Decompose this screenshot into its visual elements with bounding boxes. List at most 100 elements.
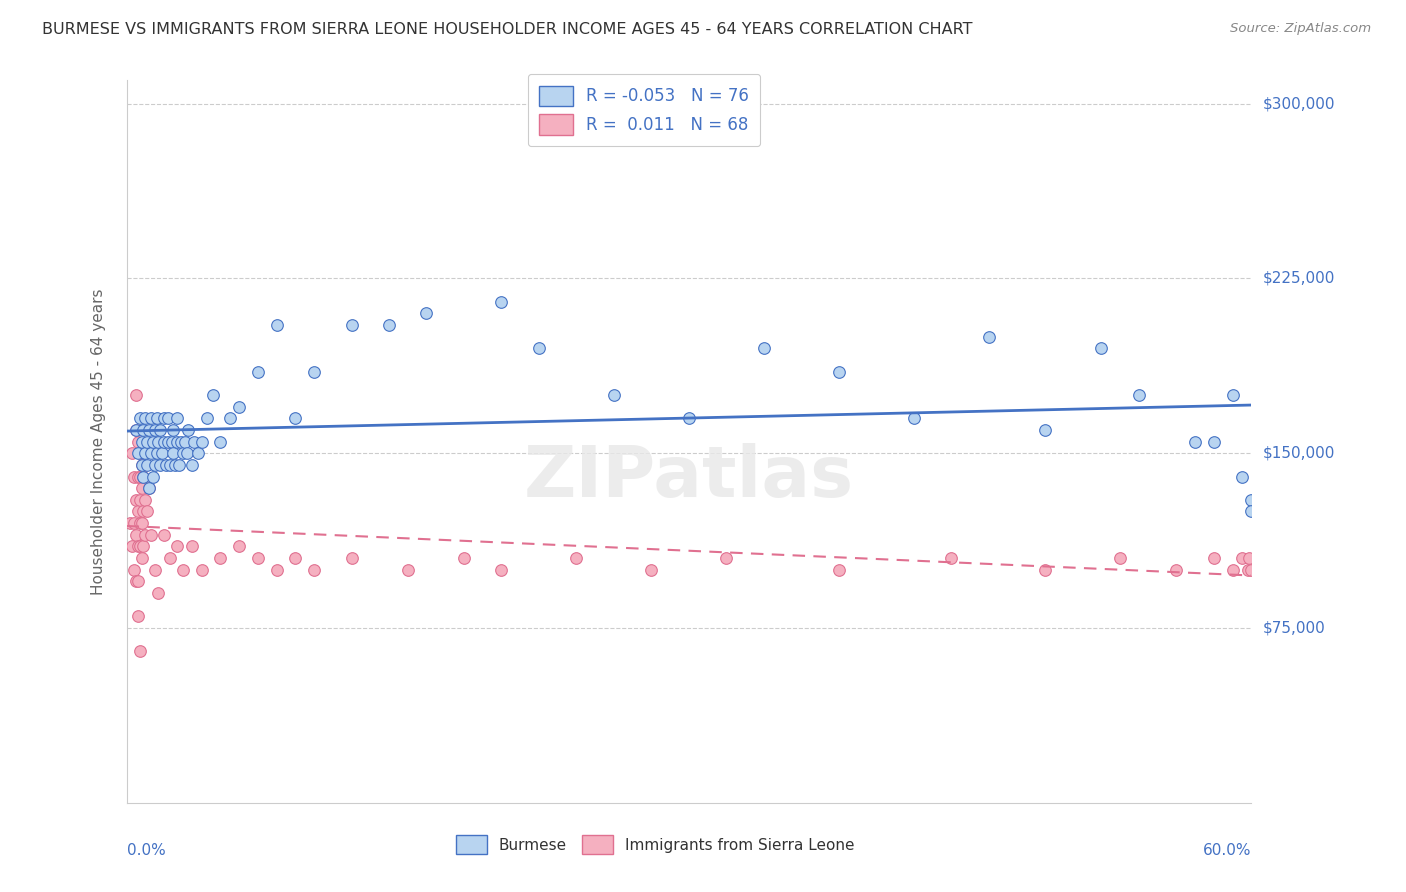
Point bbox=[246, 551, 269, 566]
Point bbox=[678, 411, 700, 425]
Point bbox=[139, 411, 162, 425]
Point bbox=[1128, 388, 1150, 402]
Point bbox=[136, 458, 159, 472]
Point bbox=[565, 551, 588, 566]
Point bbox=[134, 492, 156, 507]
Point bbox=[1202, 551, 1225, 566]
Point bbox=[1202, 434, 1225, 449]
Point bbox=[155, 458, 177, 472]
Point bbox=[187, 446, 209, 460]
Point bbox=[1109, 551, 1132, 566]
Point bbox=[139, 446, 162, 460]
Point bbox=[166, 434, 188, 449]
Point bbox=[159, 551, 181, 566]
Point bbox=[125, 388, 148, 402]
Point bbox=[125, 492, 148, 507]
Point bbox=[1184, 434, 1206, 449]
Point bbox=[122, 563, 145, 577]
Point bbox=[127, 446, 149, 460]
Point bbox=[136, 434, 159, 449]
Point bbox=[183, 434, 205, 449]
Point bbox=[160, 434, 183, 449]
Point bbox=[136, 504, 159, 518]
Point bbox=[122, 516, 145, 530]
Point bbox=[162, 423, 184, 437]
Point bbox=[1090, 341, 1112, 355]
Point bbox=[120, 516, 142, 530]
Point bbox=[143, 423, 166, 437]
Point bbox=[266, 318, 288, 332]
Point bbox=[173, 434, 195, 449]
Point bbox=[150, 446, 173, 460]
Point bbox=[127, 574, 149, 589]
Point bbox=[828, 365, 851, 379]
Point bbox=[142, 434, 165, 449]
Point bbox=[1240, 563, 1263, 577]
Point bbox=[132, 469, 155, 483]
Y-axis label: Householder Income Ages 45 - 64 years: Householder Income Ages 45 - 64 years bbox=[91, 288, 105, 595]
Point bbox=[128, 446, 150, 460]
Point bbox=[128, 516, 150, 530]
Point bbox=[153, 434, 176, 449]
Point bbox=[128, 644, 150, 658]
Point bbox=[752, 341, 775, 355]
Point bbox=[153, 528, 176, 542]
Point bbox=[131, 551, 153, 566]
Text: Source: ZipAtlas.com: Source: ZipAtlas.com bbox=[1230, 22, 1371, 36]
Point bbox=[127, 504, 149, 518]
Point bbox=[527, 341, 550, 355]
Legend: Burmese, Immigrants from Sierra Leone: Burmese, Immigrants from Sierra Leone bbox=[450, 830, 860, 860]
Point bbox=[1230, 551, 1253, 566]
Point bbox=[131, 458, 153, 472]
Point bbox=[138, 481, 160, 495]
Point bbox=[1033, 563, 1056, 577]
Point bbox=[145, 446, 167, 460]
Point bbox=[122, 469, 145, 483]
Point bbox=[138, 423, 160, 437]
Point bbox=[131, 434, 153, 449]
Point bbox=[134, 411, 156, 425]
Point bbox=[128, 411, 150, 425]
Point bbox=[1236, 563, 1258, 577]
Point bbox=[127, 609, 149, 624]
Point bbox=[172, 446, 194, 460]
Point bbox=[128, 540, 150, 554]
Point bbox=[1222, 563, 1244, 577]
Text: $300,000: $300,000 bbox=[1263, 96, 1334, 112]
Point bbox=[716, 551, 738, 566]
Point bbox=[1240, 504, 1263, 518]
Point bbox=[125, 574, 148, 589]
Point bbox=[149, 423, 172, 437]
Point bbox=[134, 446, 156, 460]
Point bbox=[491, 294, 513, 309]
Text: 60.0%: 60.0% bbox=[1204, 843, 1251, 857]
Point bbox=[148, 434, 170, 449]
Point bbox=[177, 423, 200, 437]
Point bbox=[131, 516, 153, 530]
Point bbox=[159, 458, 181, 472]
Point bbox=[284, 411, 307, 425]
Point bbox=[145, 411, 167, 425]
Point bbox=[1222, 388, 1244, 402]
Point bbox=[131, 481, 153, 495]
Point bbox=[340, 551, 363, 566]
Point bbox=[132, 540, 155, 554]
Point bbox=[302, 365, 325, 379]
Text: $150,000: $150,000 bbox=[1263, 446, 1334, 460]
Point bbox=[1166, 563, 1188, 577]
Point bbox=[162, 446, 184, 460]
Point bbox=[828, 563, 851, 577]
Point bbox=[127, 540, 149, 554]
Point bbox=[415, 306, 437, 320]
Point bbox=[127, 469, 149, 483]
Point bbox=[396, 563, 419, 577]
Point bbox=[640, 563, 662, 577]
Point bbox=[1033, 423, 1056, 437]
Point bbox=[156, 411, 179, 425]
Point bbox=[148, 586, 170, 600]
Point bbox=[132, 504, 155, 518]
Point bbox=[453, 551, 475, 566]
Text: BURMESE VS IMMIGRANTS FROM SIERRA LEONE HOUSEHOLDER INCOME AGES 45 - 64 YEARS CO: BURMESE VS IMMIGRANTS FROM SIERRA LEONE … bbox=[42, 22, 973, 37]
Point bbox=[340, 318, 363, 332]
Point bbox=[181, 458, 204, 472]
